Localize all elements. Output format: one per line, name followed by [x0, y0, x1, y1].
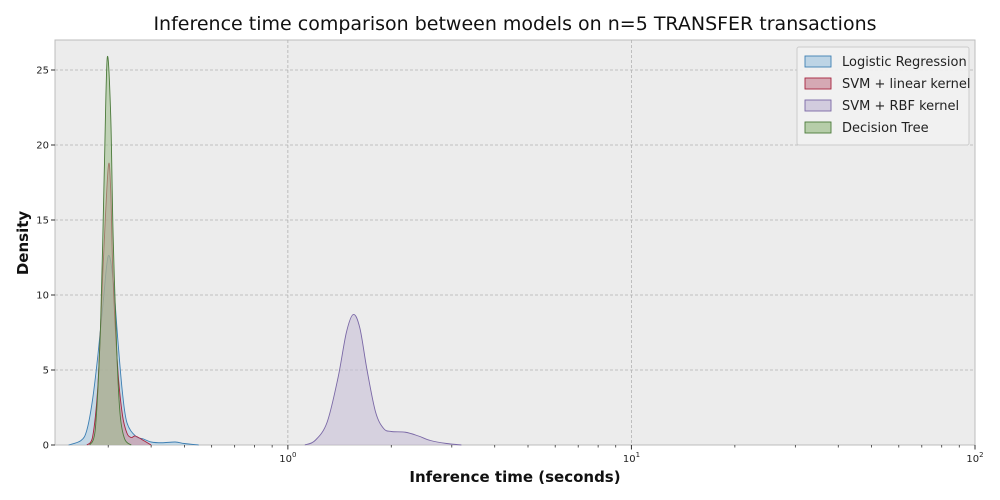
y-tick-label: 10: [36, 291, 49, 302]
x-axis-ticks: 100 101 102: [107, 445, 984, 465]
density-line-2: [304, 314, 462, 446]
legend-label-2: SVM + RBF kernel: [842, 99, 959, 114]
legend-swatch-1: [804, 77, 832, 90]
y-axis-ticks: 0 5 10 15 20 25: [36, 66, 55, 452]
y-tick-label: 15: [36, 216, 49, 227]
y-axis-label: Density: [14, 211, 32, 276]
legend-label-1: SVM + linear kernel: [842, 77, 970, 92]
legend-swatch-2: [804, 99, 832, 112]
density-areas: [68, 55, 462, 446]
y-tick-label: 20: [36, 141, 49, 152]
density-line-0: [68, 254, 199, 446]
chart-title: Inference time comparison between models…: [153, 13, 876, 35]
y-tick-label: 5: [43, 366, 49, 377]
legend-swatch-3: [804, 121, 832, 134]
density-line-3: [89, 55, 132, 446]
legend-box: [796, 46, 970, 146]
x-tick-label: 102: [966, 451, 983, 465]
legend-label-0: Logistic Regression: [842, 55, 967, 70]
y-tick-label: 25: [36, 66, 49, 77]
x-tick-label: 101: [623, 451, 640, 465]
x-tick-label: 100: [279, 451, 296, 465]
y-tick-label: 0: [43, 441, 49, 452]
legend-label-3: Decision Tree: [842, 121, 929, 136]
x-axis-label: Inference time (seconds): [409, 468, 620, 486]
legend-swatch-0: [804, 55, 832, 68]
legend: Logistic Regression SVM + linear kernel SV…: [796, 46, 970, 146]
